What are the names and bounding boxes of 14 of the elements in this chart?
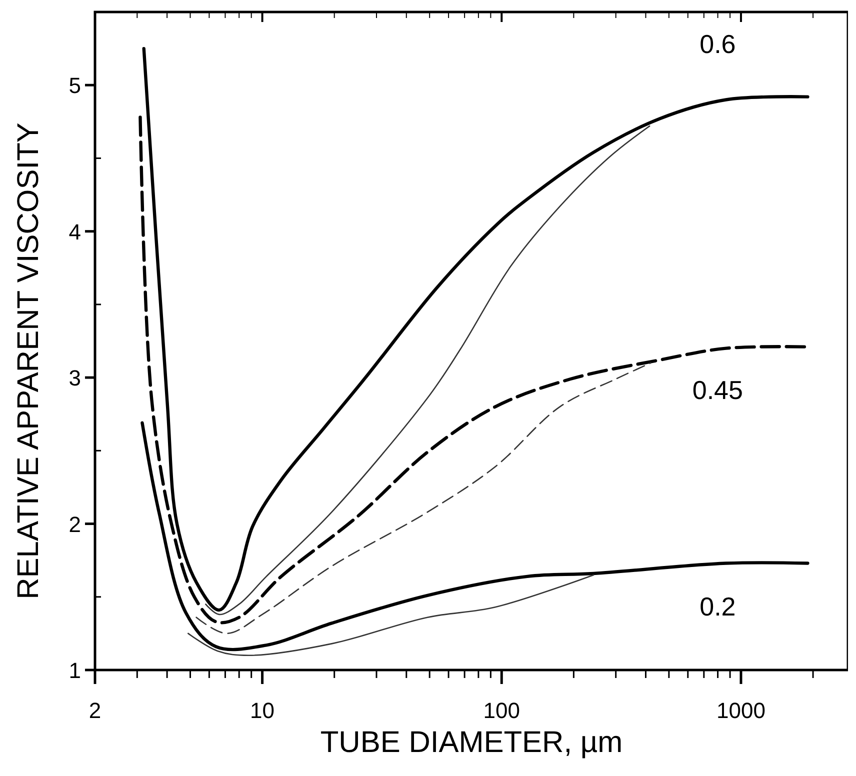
x-tick-label: 10 bbox=[250, 698, 275, 723]
y-tick-label: 1 bbox=[68, 658, 81, 683]
y-tick-label: 3 bbox=[68, 366, 81, 391]
x-tick-label: 2 bbox=[88, 698, 102, 723]
legend-label: 0.6 bbox=[700, 28, 736, 59]
y-axis-title: RELATIVE APPARENT VISCOSITY bbox=[12, 122, 45, 600]
y-tick-label: 2 bbox=[68, 512, 81, 537]
series-label: 0.2 bbox=[700, 591, 736, 622]
y-tick-label: 4 bbox=[68, 219, 81, 244]
series-label: 0.45 bbox=[692, 374, 743, 405]
x-tick-label: 100 bbox=[483, 698, 520, 723]
x-tick-label: 1000 bbox=[716, 698, 766, 723]
y-tick-label: 5 bbox=[68, 73, 81, 98]
x-axis-title: TUBE DIAMETER, µm bbox=[320, 726, 623, 759]
